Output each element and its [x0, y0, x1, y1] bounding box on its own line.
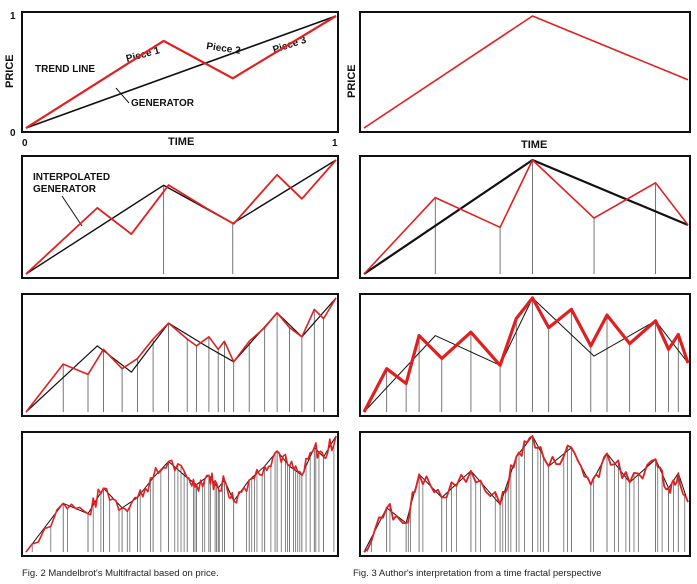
panel-right-1-frame — [359, 11, 691, 133]
trend-line-label: TREND LINE — [35, 64, 95, 75]
left-caption: Fig. 2 Mandelbrot's Multifractal based o… — [22, 568, 219, 579]
interpolated-pointer — [61, 195, 83, 227]
panel-right-3-frame — [359, 293, 691, 417]
panel-left-1-frame — [21, 11, 339, 133]
generator-series-line — [362, 296, 690, 413]
left-x-axis-label: TIME — [168, 136, 194, 148]
trend-series-line — [25, 15, 337, 129]
generator-series-line — [25, 159, 337, 275]
generator-series-line — [363, 15, 689, 129]
generator-series-line — [25, 15, 337, 129]
generator-series-line — [25, 297, 337, 413]
right-y-axis-label: PRICE — [346, 64, 358, 98]
generator-label: GENERATOR — [131, 98, 195, 109]
generator-pointer — [115, 87, 130, 104]
panel-right-4-frame — [359, 431, 691, 557]
interpolated-label-line2: GENERATOR — [33, 184, 97, 195]
right-caption: Fig. 3 Author's interpretation from a ti… — [353, 568, 601, 579]
panel-left-2-frame — [21, 155, 339, 279]
panel-left-4-frame — [21, 431, 339, 557]
left-y-tick-top: 1 — [10, 11, 16, 22]
generator-series-line — [25, 435, 337, 553]
trend-series-line — [25, 159, 337, 275]
piece-2-label: Piece 2 — [206, 41, 242, 57]
left-x-tick-left: 0 — [22, 138, 28, 149]
trend-series-line — [363, 158, 689, 275]
interpolated-label-line1: INTERPOLATED — [33, 172, 110, 183]
right-x-axis-label: TIME — [521, 139, 547, 151]
left-y-axis-label: PRICE — [4, 54, 16, 88]
left-y-tick-bottom: 0 — [10, 128, 16, 139]
chart-marks — [25, 15, 690, 553]
generator-series-line — [363, 435, 689, 553]
panel-left-3-frame — [21, 293, 339, 417]
generator-series-line — [363, 159, 689, 275]
left-x-tick-right: 1 — [332, 138, 338, 149]
panel-right-2-frame — [359, 155, 691, 279]
